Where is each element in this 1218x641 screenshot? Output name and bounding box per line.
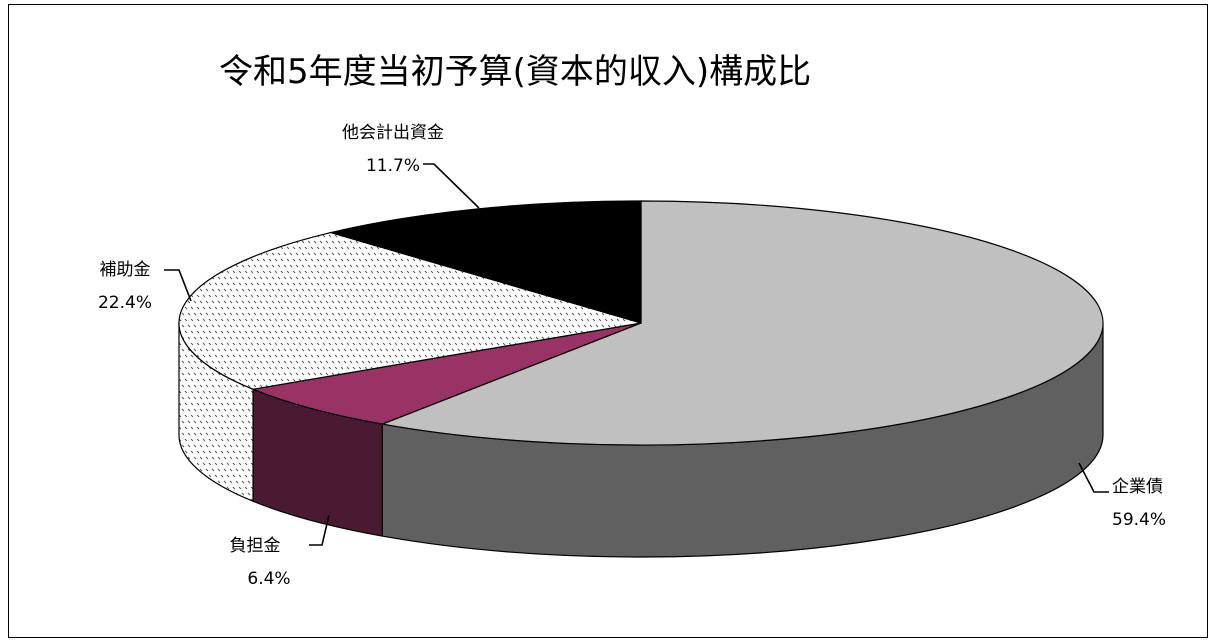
slice-label-percent-3: 11.7%: [366, 156, 420, 176]
slice-label-name-1: 負担金: [230, 536, 281, 556]
slice-label-name-3: 他会計出資金: [342, 123, 444, 143]
label-group: 企業債 59.4% 負担金 6.4% 補助金 22.4% 他会計出資金 11.7%: [98, 123, 1166, 589]
leader-line-1: [309, 514, 330, 546]
pie-slice-1: [250, 322, 642, 425]
slice-label-percent-0: 59.4%: [1112, 510, 1166, 530]
leader-line-0: [1078, 462, 1109, 493]
pie-slice-3: [328, 200, 642, 324]
pie-slice-0: [380, 200, 1104, 446]
pie-chart: 令和5年度当初予算(資本的収入)構成比 企業債 59.4% 負担金 6.4% 補助金 22…: [98, 52, 1166, 589]
pie-group: [178, 200, 1104, 558]
chart-frame: 令和5年度当初予算(資本的収入)構成比 企業債 59.4% 負担金 6.4% 補助金 22…: [8, 4, 1208, 638]
slice-label-percent-2: 22.4%: [98, 293, 152, 313]
slice-label-name-2: 補助金: [100, 260, 151, 280]
leader-line-3: [423, 163, 480, 209]
chart-title: 令和5年度当初予算(資本的収入)構成比: [219, 52, 811, 92]
slice-label-percent-1: 6.4%: [247, 569, 290, 589]
slice-label-name-0: 企業債: [1112, 477, 1163, 497]
leader-line-2: [164, 269, 192, 302]
pie-slice-2: [178, 231, 642, 390]
